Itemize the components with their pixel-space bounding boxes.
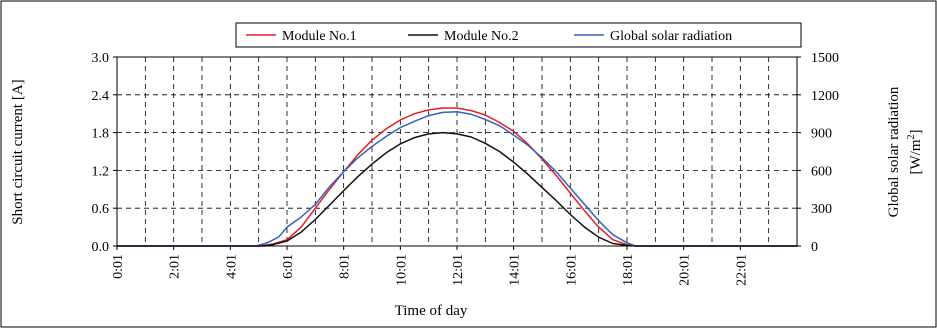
x-tick-label: 2:01	[168, 254, 183, 279]
right-axis-unit-suffix: ]	[908, 130, 924, 135]
x-tick-label: 10:01	[394, 254, 409, 286]
series-line-solar-radiation	[116, 111, 798, 247]
tick-layer	[113, 56, 801, 250]
x-tick-label: 8:01	[338, 254, 353, 279]
right-tick-label: 900	[811, 127, 832, 142]
legend-box	[235, 22, 802, 48]
right-axis-unit-sup: 2	[906, 135, 917, 140]
series-line-module-1	[116, 107, 798, 247]
series-line-module-2	[116, 131, 798, 247]
x-axis-title: Time of day	[395, 303, 468, 319]
left-tick-label: 1.2	[92, 164, 110, 179]
right-tick-label: 1200	[811, 89, 839, 104]
left-axis-ticks: 0.0 0.6 1.2 1.8 2.4 3.0	[92, 51, 110, 255]
left-tick-label: 0.0	[92, 240, 110, 255]
left-tick-label: 2.4	[92, 89, 110, 104]
x-tick-label: 20:01	[678, 254, 693, 286]
right-tick-label: 600	[811, 164, 832, 179]
right-tick-label: 1500	[811, 51, 839, 66]
x-tick-label: 16:01	[564, 254, 579, 286]
legend-label-module-1: Module No.1	[282, 29, 357, 44]
right-axis-title-unit: [W/m2]	[906, 130, 924, 175]
x-tick-label: 4:01	[224, 254, 239, 279]
series-layer	[116, 107, 798, 247]
left-tick-label: 0.6	[92, 202, 110, 217]
right-axis-unit-prefix: [W/m	[908, 139, 924, 174]
legend: Module No.1 Module No.2 Global solar rad…	[235, 22, 802, 48]
right-axis-ticks: 0 300 600 900 1200 1500	[811, 51, 839, 255]
x-axis-ticks: 0:01 2:01 4:01 6:01 8:01 10:01 12:01 14:01 16:01…	[111, 254, 749, 286]
x-tick-label: 18:01	[621, 254, 636, 286]
x-tick-label: 6:01	[281, 254, 296, 279]
right-axis-title: Global solar radiation [W/m2]	[886, 86, 924, 217]
right-tick-label: 0	[811, 240, 818, 255]
legend-label-solar-radiation: Global solar radiation	[610, 29, 732, 44]
x-tick-label: 22:01	[734, 254, 749, 286]
x-tick-label: 14:01	[508, 254, 523, 286]
grid	[117, 57, 797, 246]
legend-label-module-2: Module No.2	[444, 29, 519, 44]
left-axis-title: Short circuit current [A]	[10, 79, 26, 224]
left-tick-label: 1.8	[92, 127, 110, 142]
right-tick-label: 300	[811, 202, 832, 217]
left-tick-label: 3.0	[92, 51, 110, 66]
right-axis-title-line1: Global solar radiation	[886, 86, 902, 217]
x-tick-label: 0:01	[111, 254, 126, 279]
x-tick-label: 12:01	[451, 254, 466, 286]
